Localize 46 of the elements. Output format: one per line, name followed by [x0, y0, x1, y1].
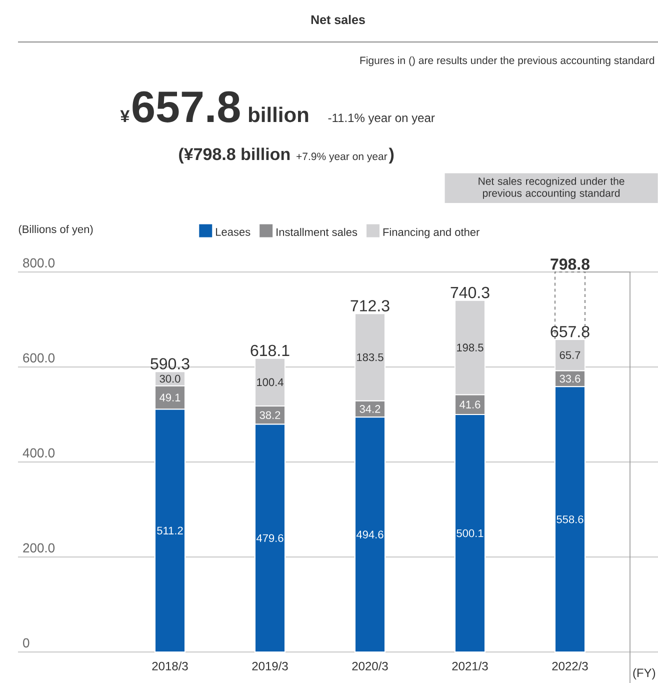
text: +7.9% year on year: [296, 152, 388, 162]
text: ): [388, 148, 394, 164]
total-label: 740.3: [450, 286, 490, 298]
y-tick-label: 600.0: [23, 353, 55, 362]
y-tick-label: 400.0: [22, 448, 55, 458]
text: 657.8: [132, 91, 240, 122]
text: billion: [248, 106, 308, 122]
y-axis-title: (Billions of yen): [18, 225, 93, 236]
chart-title: Net sales: [311, 14, 365, 24]
x-tick-label: 2018/3: [152, 662, 188, 670]
data-label: 183.5: [357, 353, 384, 362]
data-label: 33.6: [560, 374, 580, 383]
data-label: 41.6: [460, 400, 480, 408]
text: Figures in () are results under the previous accounting standard: [360, 56, 654, 66]
x-tick-label: 2021/3: [452, 662, 488, 670]
text: (¥798.8 billion: [179, 148, 290, 164]
data-label: 494.6: [356, 530, 384, 538]
total-label: 590.3: [150, 358, 190, 370]
data-label: 30.0: [160, 374, 180, 383]
y-tick-label: 0: [23, 638, 30, 648]
data-label: 49.1: [160, 394, 180, 402]
x-tick-label: 2019/3: [252, 662, 288, 670]
data-label: 65.7: [560, 351, 580, 360]
legend-label: Installment sales: [276, 228, 358, 236]
data-label: 34.2: [360, 405, 380, 413]
text: Net sales recognized under the previous accounting standard: [478, 177, 624, 199]
data-label: 479.6: [256, 534, 284, 542]
legend-label: Leases: [216, 228, 250, 236]
x-axis-title: (FY): [633, 668, 656, 680]
total-label: 618.1: [250, 344, 290, 356]
text: 798.8: [550, 258, 590, 270]
data-label: 198.5: [457, 344, 484, 352]
text: -11.1% year on year: [328, 114, 435, 124]
data-label: 558.6: [556, 515, 584, 524]
total-label: 712.3: [350, 300, 390, 312]
text: ¥: [120, 110, 130, 122]
data-label: 38.2: [260, 411, 280, 420]
data-label: 511.2: [157, 526, 183, 534]
data-label: 500.1: [456, 529, 484, 538]
data-label: 100.4: [257, 378, 284, 386]
x-tick-label: 2022/3: [552, 662, 588, 670]
y-tick-label: 800.0: [23, 258, 55, 268]
total-label: 657.8: [550, 326, 590, 338]
x-tick-label: 2020/3: [352, 662, 388, 670]
y-tick-label: 200.0: [23, 543, 55, 552]
legend-label: Financing and other: [383, 228, 480, 238]
